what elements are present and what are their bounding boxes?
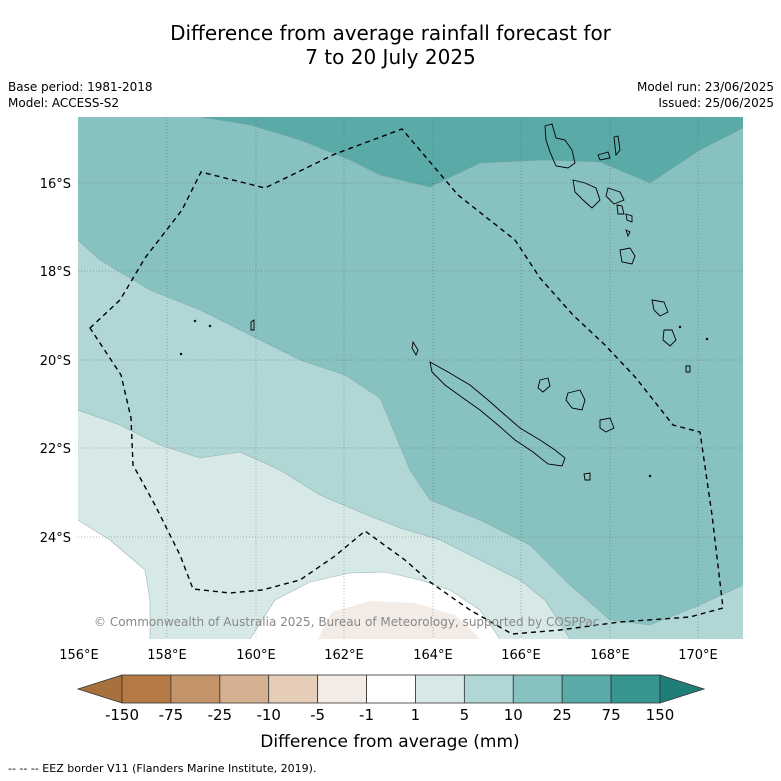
lon-tick-label: 168°E [590,648,630,663]
band-neg5-neg1 [318,601,480,639]
lon-tick-label: 158°E [147,648,187,663]
issued-date: Issued: 25/06/2025 [658,96,774,110]
legend-title: Difference from average (mm) [260,732,519,752]
copyright-notice: © Commonwealth of Australia 2025, Bureau… [94,615,599,629]
model-name: Model: ACCESS-S2 [8,96,120,110]
legend-swatch [561,674,612,704]
lon-tick-label: 170°E [678,648,718,663]
eez-footer-note: -- -- -- EEZ border V11 (Flanders Marine… [8,762,317,775]
legend-swatch [610,674,661,704]
legend-labels: -150 -75 -25 -10 -5 -1 1 5 10 25 75 150 [105,706,674,724]
legend-tick-label: -5 [310,706,325,724]
lon-tick-labels: 156°E 158°E 160°E 162°E 164°E 166°E 168°… [59,648,718,663]
legend-tick-label: 10 [504,706,523,724]
lat-tick-label: 20°S [40,354,71,369]
coastline [179,123,709,481]
legend-tick-label: 1 [411,706,421,724]
legend-tick-label: 5 [460,706,470,724]
legend-swatch [317,674,367,704]
legend-tick-label: -10 [256,706,281,724]
lon-tick-label: 162°E [324,648,364,663]
legend-swatch [366,674,416,704]
legend-swatch [219,674,270,704]
legend-tick-label: -25 [208,706,233,724]
legend-swatch [463,674,514,704]
lat-tick-label: 16°S [40,177,71,192]
lat-tick-labels: 16°S 18°S 20°S 22°S 24°S [40,177,71,546]
legend-tick-label: 75 [602,706,621,724]
band-25-75 [200,117,743,187]
legend-tick-label: 150 [646,706,675,724]
legend-swatch [170,674,221,704]
chart-title-line1: Difference from average rainfall forecas… [170,21,611,45]
lon-tick-label: 156°E [59,648,99,663]
legend-tick-label: 25 [553,706,572,724]
legend-swatch [268,674,319,704]
chart-title-line2: 7 to 20 July 2025 [305,45,476,69]
legend-swatch [512,674,563,704]
lat-tick-label: 18°S [40,265,71,280]
band-1-5 [78,410,570,639]
legend-colorbar [76,674,706,704]
lat-tick-label: 22°S [40,442,71,457]
rainfall-anomaly-map [78,117,743,639]
lon-tick-label: 166°E [501,648,541,663]
legend-tick-label: -75 [159,706,184,724]
lon-tick-label: 160°E [236,648,276,663]
legend-tick-label: -1 [359,706,374,724]
legend-swatch [415,674,465,704]
lat-tick-label: 24°S [40,531,71,546]
base-period: Base period: 1981-2018 [8,80,153,94]
legend-tick-label: -150 [105,706,139,724]
model-run: Model run: 23/06/2025 [636,80,774,94]
legend-extend-low [76,674,123,704]
eez-border [89,128,724,635]
lon-tick-label: 164°E [413,648,453,663]
legend-extend-high [659,674,706,704]
legend-swatch [121,674,172,704]
